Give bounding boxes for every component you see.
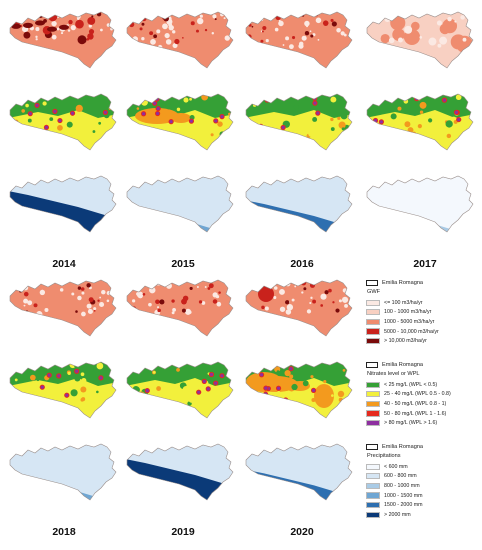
- legend-label: 600 - 800 mm: [384, 473, 417, 480]
- legend-item-gwf: 1000 - 5000 m3/ha/yr: [366, 317, 480, 327]
- map-panel: [366, 93, 474, 151]
- year-label-2014: 2014: [52, 258, 76, 270]
- legend-swatch: [366, 492, 380, 499]
- map-panel: [9, 93, 117, 151]
- legend-label: 1000 - 1500 mm: [384, 492, 423, 499]
- region-outline-swatch: [366, 444, 378, 450]
- legend-item-nitrates: > 80 mg/L (WPL > 1.6): [366, 418, 480, 428]
- legend-label: 100 - 1000 m3/ha/yr: [384, 309, 432, 316]
- map-panel: [126, 279, 234, 337]
- legend-nitrates: Emilia Romagna Nitrates level or WPL < 2…: [366, 361, 480, 428]
- map-panel: [245, 279, 353, 337]
- map-panel: [366, 175, 474, 233]
- year-label-2017: 2017: [413, 258, 437, 270]
- legend-label: > 10,000 m3/ha/yr: [384, 338, 427, 345]
- legend-region-label: Emilia Romagna: [382, 444, 424, 450]
- legend-swatch: [366, 502, 380, 509]
- map-panel: [366, 11, 474, 69]
- legend-gwf-title: GWF: [367, 289, 381, 295]
- legend-label: <= 100 m3/ha/yr: [384, 299, 423, 306]
- region-outline-swatch: [366, 280, 378, 286]
- legend-item-nitrates: < 25 mg/L (WPL < 0.5): [366, 380, 480, 390]
- map-panel: [126, 361, 234, 419]
- map-panel: [126, 93, 234, 151]
- legend-swatch: [366, 328, 380, 335]
- legend-label: 1500 - 2000 mm: [384, 502, 423, 509]
- legend-item-gwf: <= 100 m3/ha/yr: [366, 298, 480, 308]
- legend-swatch: [366, 391, 380, 398]
- region-outline-swatch: [366, 362, 378, 368]
- legend-swatch: [366, 381, 380, 388]
- legend-swatch: [366, 420, 380, 427]
- legend-swatch: [366, 400, 380, 408]
- legend-region-entry: Emilia Romagna: [366, 443, 480, 451]
- map-panel: [126, 175, 234, 233]
- legend-swatch: [366, 511, 380, 518]
- map-panel: [245, 11, 353, 69]
- map-panel: [245, 443, 353, 501]
- legend-label: 50 - 80 mg/L (WPL 1 - 1.6): [384, 410, 447, 417]
- map-panel: [245, 93, 353, 151]
- legend-item-gwf: > 10,000 m3/ha/yr: [366, 336, 480, 346]
- legend-item-precip: 800 - 1000 mm: [366, 481, 480, 491]
- legend-item-nitrates: 40 - 50 mg/L (WPL 0.8 - 1): [366, 399, 480, 409]
- legend-label: 25 - 40 mg/L (WPL 0.5 - 0.8): [384, 391, 451, 398]
- map-panel: [9, 361, 117, 419]
- map-panel: [126, 443, 234, 501]
- legend-region-label: Emilia Romagna: [382, 280, 424, 286]
- map-panel: [9, 279, 117, 337]
- legend-nitrates-title: Nitrates level or WPL: [367, 371, 420, 377]
- legend-label: 40 - 50 mg/L (WPL 0.8 - 1): [384, 400, 447, 407]
- legend-swatch: [366, 309, 380, 316]
- map-panel: [9, 11, 117, 69]
- legend-label: 1000 - 5000 m3/ha/yr: [384, 318, 435, 325]
- legend-gwf: Emilia Romagna GWF <= 100 m3/ha/yr 100 - …: [366, 279, 480, 346]
- map-panel: [9, 175, 117, 233]
- map-panel: [245, 361, 353, 419]
- legend-label: < 600 mm: [384, 463, 408, 470]
- legend-item-precip: < 600 mm: [366, 462, 480, 472]
- legend-label: > 80 mg/L (WPL > 1.6): [384, 420, 438, 427]
- legend-item-precip: > 2000 mm: [366, 510, 480, 520]
- legend-swatch: [366, 482, 380, 490]
- legend-label: > 2000 mm: [384, 511, 411, 518]
- legend-label: 800 - 1000 mm: [384, 482, 420, 489]
- map-panel: [9, 443, 117, 501]
- legend-item-precip: 600 - 800 mm: [366, 472, 480, 482]
- legend-region-label: Emilia Romagna: [382, 362, 424, 368]
- legend-precip-title: Precipitations: [367, 453, 401, 459]
- legend-label: 5000 - 10,000 m3/ha/yr: [384, 328, 439, 335]
- legend-precipitation: Emilia Romagna Precipitations < 600 mm 60…: [366, 443, 480, 520]
- year-label-2019: 2019: [171, 526, 195, 538]
- legend-swatch: [366, 473, 380, 480]
- legend-swatch: [366, 410, 380, 417]
- year-label-2018: 2018: [52, 526, 76, 538]
- year-label-2020: 2020: [290, 526, 314, 538]
- legend-item-gwf: 100 - 1000 m3/ha/yr: [366, 308, 480, 318]
- legend-label: < 25 mg/L (WPL < 0.5): [384, 381, 438, 388]
- legend-swatch: [366, 463, 380, 470]
- legend-swatch: [366, 338, 380, 345]
- legend-item-precip: 1500 - 2000 mm: [366, 500, 480, 510]
- legend-item-nitrates: 25 - 40 mg/L (WPL 0.5 - 0.8): [366, 390, 480, 400]
- legend-region-entry: Emilia Romagna: [366, 361, 480, 369]
- legend-swatch: [366, 299, 380, 306]
- legend-region-entry: Emilia Romagna: [366, 279, 480, 287]
- legend-item-precip: 1000 - 1500 mm: [366, 491, 480, 501]
- year-label-2016: 2016: [290, 258, 314, 270]
- year-label-2015: 2015: [171, 258, 195, 270]
- map-panel: [245, 175, 353, 233]
- legend-item-gwf: 5000 - 10,000 m3/ha/yr: [366, 327, 480, 337]
- legend-swatch: [366, 318, 380, 326]
- map-panel: [126, 11, 234, 69]
- legend-item-nitrates: 50 - 80 mg/L (WPL 1 - 1.6): [366, 409, 480, 419]
